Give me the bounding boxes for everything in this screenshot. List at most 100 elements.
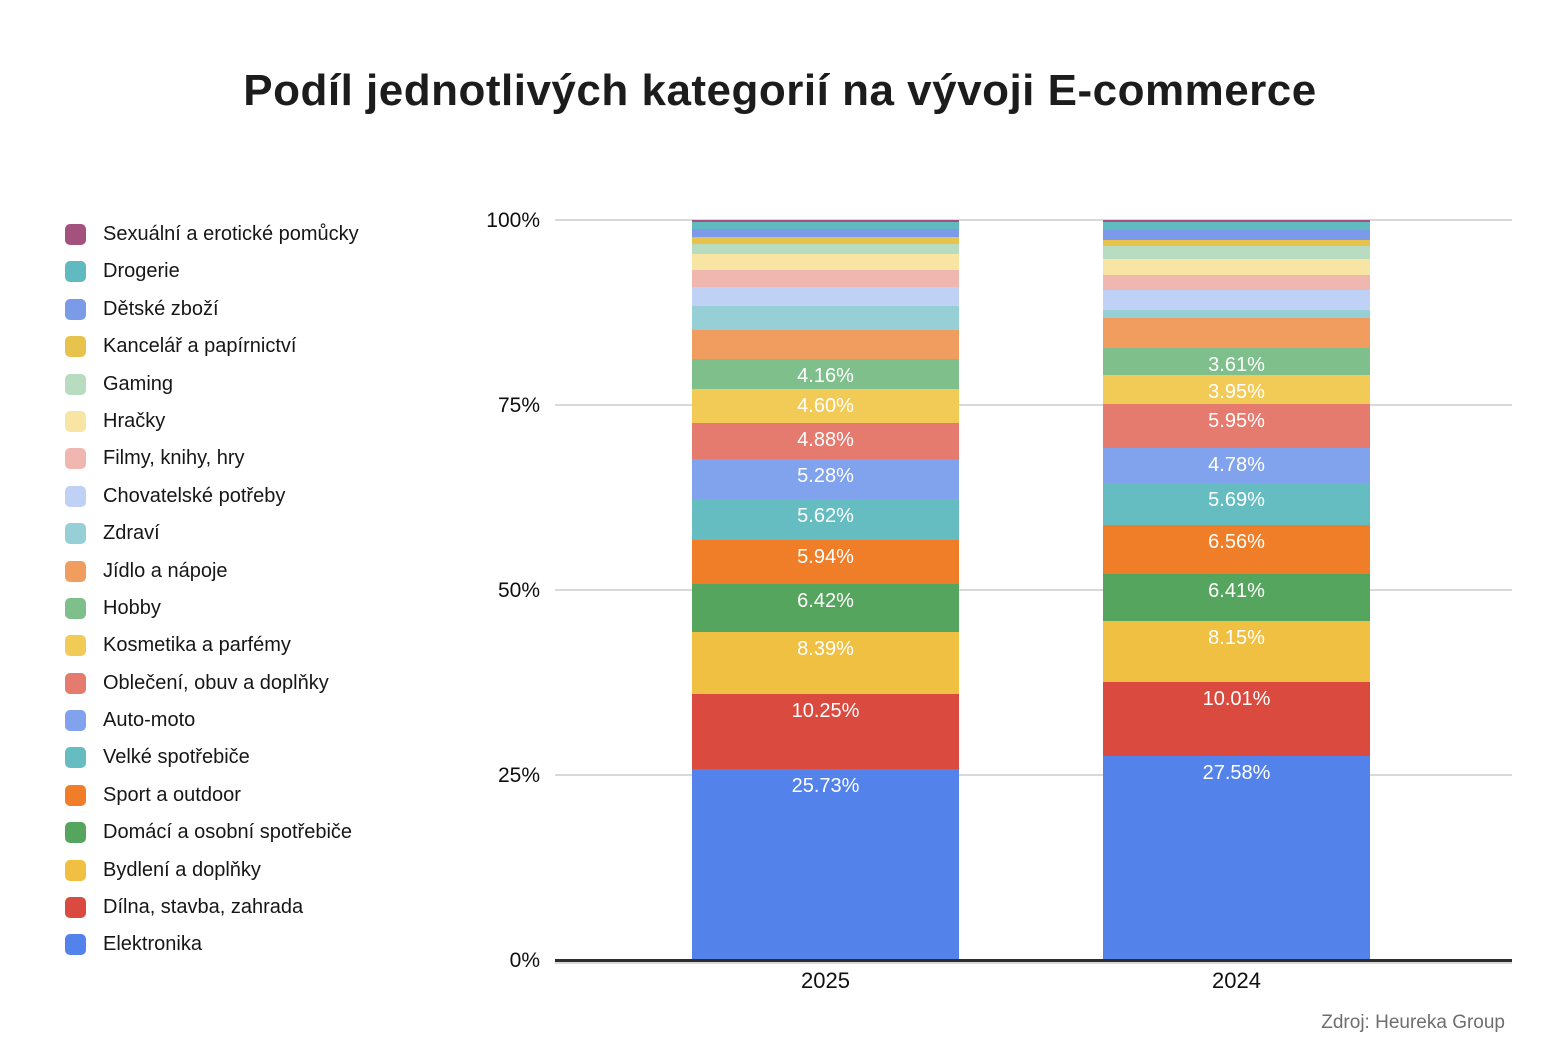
chart-title: Podíl jednotlivých kategorií na vývoji E…: [243, 66, 1317, 115]
bar-segment[interactable]: [1103, 289, 1370, 310]
segment-label: 4.78%: [1208, 453, 1265, 476]
x-tick-label: 2025: [801, 968, 850, 993]
bar-segment[interactable]: [1103, 245, 1370, 260]
legend-item[interactable]: Auto-moto: [65, 710, 359, 732]
bar-segment[interactable]: [1103, 259, 1370, 276]
legend-swatch-icon: [65, 410, 86, 432]
y-tick-label: 25%: [497, 764, 540, 787]
bar-segment[interactable]: [692, 237, 959, 245]
gridline: [555, 589, 1512, 591]
bar-segment[interactable]: 6.41%: [1103, 573, 1370, 622]
bar-segment[interactable]: 8.15%: [1103, 621, 1370, 682]
segment-label: 5.69%: [1208, 489, 1265, 512]
bar-segment[interactable]: 5.62%: [692, 498, 959, 541]
legend-swatch-icon: [65, 859, 86, 881]
bar-segment[interactable]: [1103, 317, 1370, 349]
bar-segment[interactable]: [1103, 309, 1370, 318]
bar-segment[interactable]: [692, 253, 959, 270]
legend-item[interactable]: Gaming: [65, 372, 359, 395]
segment-label: 6.42%: [797, 590, 854, 613]
bar-segment[interactable]: 8.39%: [692, 631, 959, 694]
segment-label: 6.41%: [1208, 579, 1265, 602]
segment-label: 27.58%: [1202, 761, 1271, 784]
bar-segment[interactable]: [692, 287, 959, 306]
bar-segment[interactable]: [1103, 239, 1370, 246]
legend-swatch-icon: [65, 485, 86, 507]
legend-item[interactable]: Kosmetika a parfémy: [65, 635, 359, 657]
x-tick-label: 2024: [1212, 968, 1261, 993]
bar-segment[interactable]: [1103, 222, 1370, 230]
legend-item[interactable]: Kancelář a papírnictví: [65, 336, 359, 358]
segment-label: 4.16%: [797, 364, 854, 387]
bar-segment[interactable]: 4.60%: [692, 389, 959, 424]
bar-segment[interactable]: 5.28%: [692, 459, 959, 499]
segment-label: 5.94%: [797, 546, 854, 569]
bar-segment[interactable]: [692, 329, 959, 359]
legend-item[interactable]: Sport a outdoor: [65, 784, 359, 806]
segment-label: 3.95%: [1208, 380, 1265, 403]
bar-segment[interactable]: 4.88%: [692, 423, 959, 460]
legend-swatch-icon: [65, 635, 86, 657]
legend-swatch-icon: [65, 373, 86, 395]
bar-segment[interactable]: [692, 229, 959, 238]
legend-item[interactable]: Bydlení a doplňky: [65, 858, 359, 881]
legend-swatch-icon: [65, 336, 86, 358]
legend-swatch-icon: [65, 523, 86, 545]
bar-segment[interactable]: 25.73%: [692, 769, 959, 960]
legend-item[interactable]: Dílna, stavba, zahrada: [65, 897, 359, 919]
legend-label: Chovatelské potřeby: [103, 484, 286, 507]
bar-segment[interactable]: [1103, 275, 1370, 290]
bar-segment[interactable]: [692, 269, 959, 288]
bar-segment[interactable]: [1103, 229, 1370, 240]
bar-segment[interactable]: 10.01%: [1103, 681, 1370, 756]
legend-item[interactable]: Hobby: [65, 596, 359, 619]
bar-segment[interactable]: 5.69%: [1103, 483, 1370, 526]
bar-segment[interactable]: 6.42%: [692, 584, 959, 632]
y-tick-label: 75%: [497, 394, 540, 417]
segment-label: 25.73%: [791, 775, 860, 798]
legend-label: Bydlení a doplňky: [103, 858, 261, 881]
legend-item[interactable]: Zdraví: [65, 523, 359, 545]
legend-item[interactable]: Filmy, knihy, hry: [65, 448, 359, 470]
legend-item[interactable]: Velké spotřebiče: [65, 747, 359, 769]
bar-segment[interactable]: [692, 220, 959, 223]
legend-swatch-icon: [65, 448, 86, 470]
bar-segment[interactable]: 5.95%: [1103, 403, 1370, 448]
bar-segment[interactable]: 6.56%: [1103, 525, 1370, 574]
legend-item[interactable]: Hračky: [65, 410, 359, 432]
legend-item[interactable]: Drogerie: [65, 261, 359, 283]
bar-segment[interactable]: 10.25%: [692, 693, 959, 770]
bar-segment[interactable]: 3.95%: [1103, 374, 1370, 404]
legend-label: Gaming: [103, 372, 174, 395]
legend-item[interactable]: Jídlo a nápoje: [65, 559, 359, 582]
legend-swatch-icon: [65, 672, 86, 694]
legend-label: Sexuální a erotické pomůcky: [103, 223, 359, 245]
legend-item[interactable]: Elektronika: [65, 934, 359, 956]
legend-label: Hobby: [103, 596, 161, 619]
segment-label: 8.39%: [797, 637, 854, 660]
legend-label: Jídlo a nápoje: [103, 559, 228, 582]
bar-segment[interactable]: [692, 306, 959, 330]
y-tick-label: 50%: [497, 579, 540, 602]
bar-segment[interactable]: 4.16%: [692, 358, 959, 390]
legend-item[interactable]: Oblečení, obuv a doplňky: [65, 672, 359, 694]
segment-label: 10.25%: [791, 699, 860, 722]
bar-segment[interactable]: 4.78%: [1103, 447, 1370, 484]
legend-item[interactable]: Domácí a osobní spotřebiče: [65, 822, 359, 844]
bar-segment[interactable]: [692, 222, 959, 230]
legend-swatch-icon: [65, 560, 86, 582]
bar-segment[interactable]: 3.61%: [1103, 348, 1370, 375]
legend-label: Dětské zboží: [103, 297, 219, 320]
legend-swatch-icon: [65, 261, 86, 283]
legend-item[interactable]: Chovatelské potřeby: [65, 484, 359, 507]
legend-item[interactable]: Sexuální a erotické pomůcky: [65, 224, 359, 245]
bar-segment[interactable]: [692, 244, 959, 254]
legend-item[interactable]: Dětské zboží: [65, 297, 359, 320]
bar-segment[interactable]: [1103, 220, 1370, 223]
segment-label: 5.62%: [797, 504, 854, 527]
bar-segment[interactable]: 27.58%: [1103, 755, 1370, 960]
bar-column-2024: 3.61% 3.95% 5.95% 4.78% 5.69% 6.56% 6.41% 8.15%…: [1103, 220, 1370, 960]
bar-segment[interactable]: 5.94%: [692, 540, 959, 585]
gridline: [555, 774, 1512, 776]
x-axis-line: [555, 959, 1512, 962]
